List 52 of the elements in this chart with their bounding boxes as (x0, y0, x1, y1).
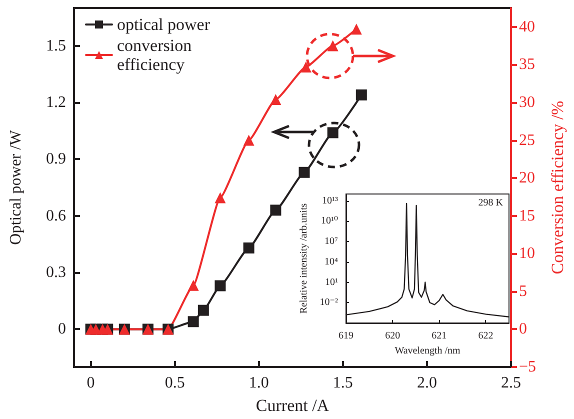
y-tick-label: 1.2 (46, 94, 66, 111)
x-tick-label: 622 (478, 330, 494, 342)
y2-tick-label: 30 (519, 94, 535, 111)
point (270, 204, 282, 216)
y2-tick-label: 15 (519, 207, 535, 224)
y2-tick-label: 35 (519, 56, 535, 74)
point (214, 280, 226, 292)
point (188, 280, 199, 291)
point (298, 166, 310, 178)
y2-axis-title: Conversion efficiency /% (548, 100, 567, 274)
y-tick-label: 10¹⁰ (320, 216, 338, 227)
annotation: 298 K (478, 198, 504, 208)
x-tick-label: 1.0 (248, 374, 269, 392)
y-tick-label: 10¹³ (322, 195, 338, 206)
y-tick-label: 10¹ (325, 276, 338, 288)
y-tick-label: 0.9 (46, 150, 66, 168)
point (327, 127, 338, 138)
point (356, 89, 367, 100)
point (214, 192, 226, 204)
y-axis-title: Relative intensity /arb.units (298, 203, 310, 314)
legend-label: conversion efficiency (117, 36, 196, 74)
x-tick-label: 619 (338, 330, 354, 342)
x-tick-label: 2.0 (416, 374, 437, 392)
y2-tick-label: 10 (519, 245, 535, 262)
x-tick-label: 0 (86, 374, 95, 392)
y2-tick-label: −5 (519, 358, 536, 376)
x-tick-label: 620 (385, 330, 400, 342)
point (270, 94, 282, 105)
point (198, 304, 209, 316)
y-tick-label: 1.5 (46, 37, 66, 54)
point (350, 24, 362, 35)
point (300, 61, 312, 72)
x-axis-title: Current /A (256, 396, 330, 415)
legend-label: optical power (117, 15, 210, 34)
point (243, 134, 254, 146)
y-tick-label: 10⁻² (320, 297, 338, 308)
y-tick-label: 10⁴ (324, 256, 338, 268)
y2-tick-label: 20 (519, 170, 535, 187)
point (327, 40, 338, 52)
y-axis-title: Optical power /W (8, 129, 24, 245)
point (243, 242, 254, 254)
y2-tick-label: 5 (519, 282, 527, 300)
y-tick-label: 0.6 (46, 207, 66, 224)
y2-tick-label: 25 (519, 132, 535, 149)
point (188, 316, 199, 328)
x-tick-label: 0.5 (164, 374, 185, 392)
y2-tick-label: 40 (519, 18, 535, 36)
y-tick-label: 0.3 (46, 264, 66, 282)
y-tick-label: 10⁷ (324, 236, 338, 248)
x-tick-label: 2.5 (501, 374, 521, 392)
x-axis-title: Wavelength /nm (394, 345, 460, 356)
x-tick-label: 621 (432, 330, 447, 342)
